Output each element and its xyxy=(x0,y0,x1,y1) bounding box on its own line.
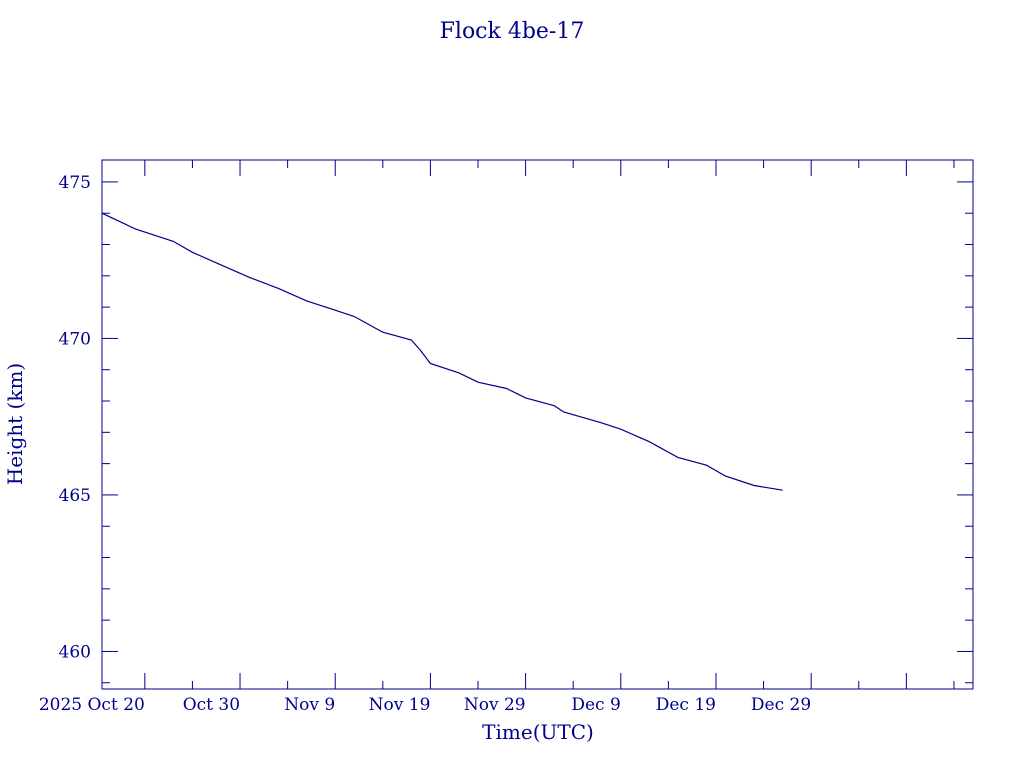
y-tick-label: 460 xyxy=(59,642,91,662)
x-tick-label: Dec 9 xyxy=(571,695,620,715)
chart-title: Flock 4be-17 xyxy=(440,19,585,44)
height-series-line xyxy=(101,212,783,491)
y-tick-label: 470 xyxy=(59,329,91,349)
x-tick-label: Dec 19 xyxy=(656,695,716,715)
x-tick-label: Nov 29 xyxy=(464,695,526,715)
axis-ticks xyxy=(102,160,973,689)
series-group xyxy=(101,212,783,491)
x-tick-label: Nov 19 xyxy=(369,695,431,715)
x-tick-label: Nov 9 xyxy=(284,695,335,715)
y-tick-label: 465 xyxy=(59,486,91,506)
y-tick-label: 475 xyxy=(59,173,91,193)
x-tick-label: Oct 30 xyxy=(183,695,240,715)
y-axis-label: Height (km) xyxy=(3,363,27,485)
x-tick-label: Dec 29 xyxy=(751,695,811,715)
plot-frame xyxy=(101,159,974,690)
x-axis-label: Time(UTC) xyxy=(482,720,594,744)
axis-tick-labels: 460 465 470 475 2025 Oct 20 Oct 30 Nov 9 Nov 19… xyxy=(39,173,811,715)
x-tick-label: 2025 Oct 20 xyxy=(39,695,145,715)
